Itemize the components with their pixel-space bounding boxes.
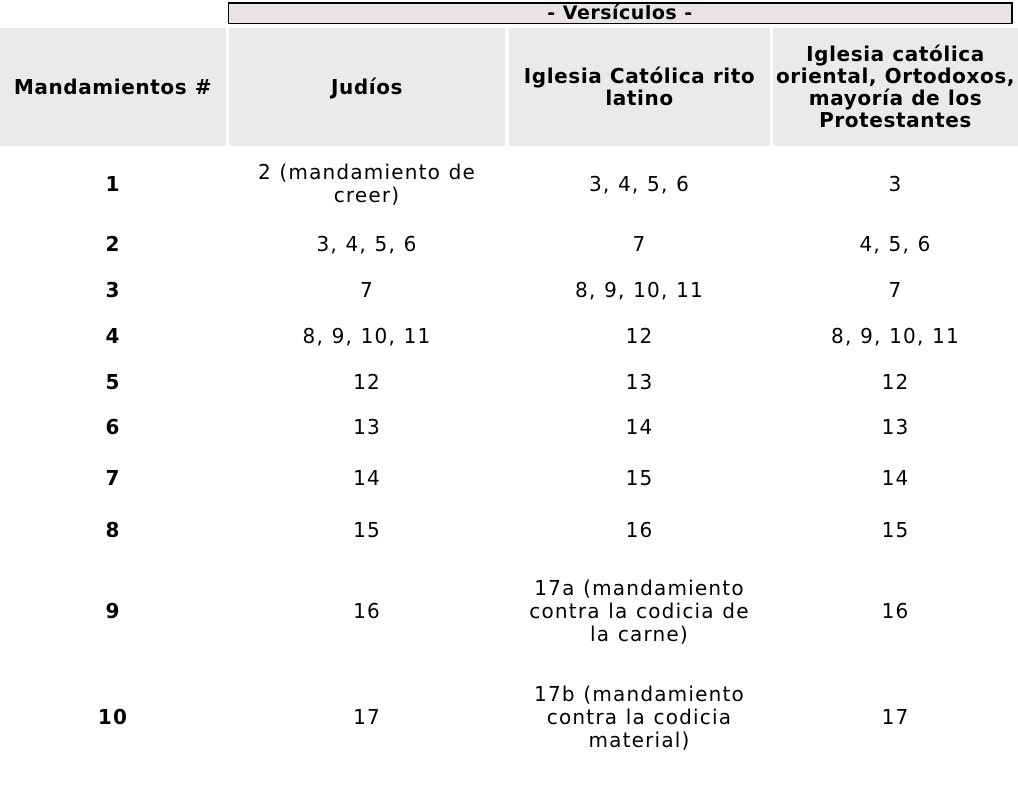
cell-eastern-orthodox: 17: [881, 704, 910, 729]
cell-jews: 14: [353, 465, 381, 490]
cell-jews: 15: [353, 517, 381, 542]
super-header-blank: [0, 0, 228, 26]
commandment-number: 10: [97, 704, 129, 729]
cell-jews: 13: [353, 414, 381, 439]
cell-latin-catholic: 8, 9, 10, 11: [575, 277, 704, 302]
header-commandment-number-label: Mandamientos #: [13, 75, 213, 99]
cell-eastern-orthodox: 13: [881, 414, 910, 439]
table-row: 5 12 13 12: [0, 360, 1018, 404]
cell-latin-catholic: 14: [625, 414, 654, 439]
table-row: 3 7 8, 9, 10, 11 7: [0, 268, 1018, 312]
cell-latin-catholic: 17b (mandamiento contra la codicia mater…: [509, 668, 770, 766]
commandment-number: 4: [105, 323, 121, 348]
header-latin-catholic-label: Iglesia Católica rito latino: [523, 64, 756, 110]
table-row: 6 13 14 13: [0, 405, 1018, 449]
cell-jews: 3, 4, 5, 6: [316, 231, 418, 256]
commandment-number: 1: [105, 171, 121, 196]
cell-jews: 8, 9, 10, 11: [302, 323, 432, 348]
cell-jews: 12: [353, 369, 381, 394]
cell-jews-text: 2 (mandamiento de creer): [257, 160, 477, 207]
cell-jews: 17: [353, 704, 381, 729]
cell-latin-catholic: 16: [625, 517, 654, 542]
cell-eastern-orthodox: 14: [881, 465, 910, 490]
cell-eastern-orthodox: 3: [888, 171, 903, 196]
header-eastern-orthodox-protestant-label: Iglesia católica oriental, Ortodoxos, ma…: [775, 42, 1016, 132]
table-row: 2 3, 4, 5, 6 7 4, 5, 6: [0, 222, 1018, 266]
commandment-number: 7: [105, 465, 121, 490]
table-row: 10 17 17b (mandamiento contra la codicia…: [0, 668, 1018, 766]
table-row: 9 16 17a (mandamiento contra la codicia …: [0, 562, 1018, 660]
cell-eastern-orthodox: 16: [881, 598, 910, 623]
cell-eastern-orthodox: 12: [881, 369, 910, 394]
cell-latin-catholic-text: 17a (mandamiento contra la codicia de la…: [529, 575, 750, 646]
cell-jews: 2 (mandamiento de creer): [229, 152, 505, 216]
cell-latin-catholic: 15: [625, 465, 654, 490]
header-latin-catholic: Iglesia Católica rito latino: [509, 28, 770, 146]
header-eastern-orthodox-protestant: Iglesia católica oriental, Ortodoxos, ma…: [773, 28, 1018, 146]
cell-latin-catholic: 12: [625, 323, 654, 348]
table-row: 4 8, 9, 10, 11 12 8, 9, 10, 11: [0, 314, 1018, 358]
table-row: 7 14 15 14: [0, 454, 1018, 502]
cell-jews: 7: [360, 277, 374, 302]
cell-eastern-orthodox: 15: [881, 517, 910, 542]
table-row: 8 15 16 15: [0, 506, 1018, 554]
cell-latin-catholic: 3, 4, 5, 6: [588, 171, 691, 196]
cell-eastern-orthodox: 8, 9, 10, 11: [831, 323, 960, 348]
commandment-number: 9: [105, 598, 121, 623]
commandment-number: 6: [105, 414, 121, 439]
cell-latin-catholic-text: 17b (mandamiento contra la codicia mater…: [534, 681, 745, 752]
cell-latin-catholic: 17a (mandamiento contra la codicia de la…: [509, 562, 770, 660]
cell-eastern-orthodox: 4, 5, 6: [859, 231, 932, 256]
verses-super-header: - Versículos -: [228, 2, 1013, 24]
cell-jews: 16: [353, 598, 381, 623]
cell-eastern-orthodox: 7: [888, 277, 903, 302]
commandment-number: 8: [105, 517, 121, 542]
table-row: 1 2 (mandamiento de creer) 3, 4, 5, 6 3: [0, 152, 1018, 216]
header-jews: Judíos: [229, 28, 505, 146]
commandment-number: 2: [105, 231, 121, 256]
super-header-row: - Versículos -: [0, 0, 1018, 26]
commandment-number: 5: [105, 369, 121, 394]
header-commandment-number: Mandamientos #: [0, 28, 226, 146]
commandment-number: 3: [105, 277, 121, 302]
cell-latin-catholic: 13: [625, 369, 654, 394]
header-jews-label: Judíos: [330, 75, 404, 99]
cell-latin-catholic: 7: [632, 231, 647, 256]
